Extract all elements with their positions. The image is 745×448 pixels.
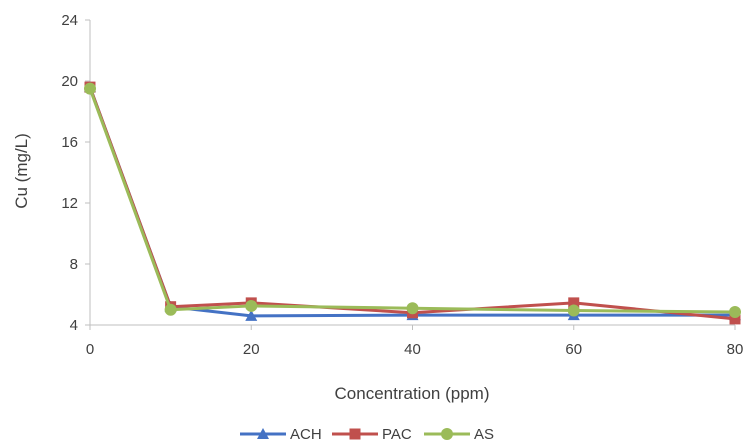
series-pac	[84, 81, 741, 325]
data-point-pac	[729, 313, 741, 325]
legend-swatch-marker	[349, 428, 361, 440]
series-layer	[84, 81, 741, 325]
y-tick-label: 12	[61, 195, 78, 212]
legend-item-pac: PAC	[332, 426, 412, 443]
legend-item-as: AS	[424, 426, 494, 443]
data-point-as	[567, 304, 580, 317]
series-ach	[84, 81, 741, 321]
legend: ACH PAC AS	[240, 426, 494, 443]
data-point-as	[406, 302, 419, 315]
legend-item-ach: ACH	[240, 426, 322, 443]
data-point-as	[84, 82, 96, 95]
legend-swatch-marker	[441, 428, 453, 440]
data-point-ach	[245, 309, 258, 321]
y-tick-label: 24	[61, 12, 78, 29]
data-point-pac	[568, 297, 580, 309]
series-line-ach	[88, 86, 735, 318]
x-axis-title: Concentration (ppm)	[335, 384, 490, 403]
legend-label: ACH	[290, 426, 322, 443]
y-tick-label: 4	[70, 317, 78, 334]
x-axis-ticks: 0 20 40 60 80	[86, 325, 744, 358]
data-point-as	[729, 306, 741, 319]
series-line-pac	[88, 86, 736, 321]
data-point-as	[164, 303, 177, 316]
series-line-as	[88, 88, 736, 314]
legend-label: PAC	[382, 426, 412, 443]
y-axis-ticks: 4 8 12 16 20 24	[61, 12, 90, 334]
y-tick-label: 16	[61, 134, 78, 151]
x-tick-label: 40	[404, 341, 421, 358]
x-tick-label: 0	[86, 341, 94, 358]
x-tick-label: 20	[243, 341, 260, 358]
y-axis-title: Cu (mg/L)	[12, 133, 31, 209]
legend-label: AS	[474, 426, 494, 443]
x-tick-label: 80	[727, 341, 744, 358]
series-as	[84, 82, 741, 319]
x-tick-label: 60	[565, 341, 582, 358]
y-tick-label: 8	[70, 256, 78, 273]
data-point-as	[245, 299, 258, 312]
legend-swatch-marker	[257, 428, 269, 439]
y-tick-label: 20	[61, 73, 78, 90]
